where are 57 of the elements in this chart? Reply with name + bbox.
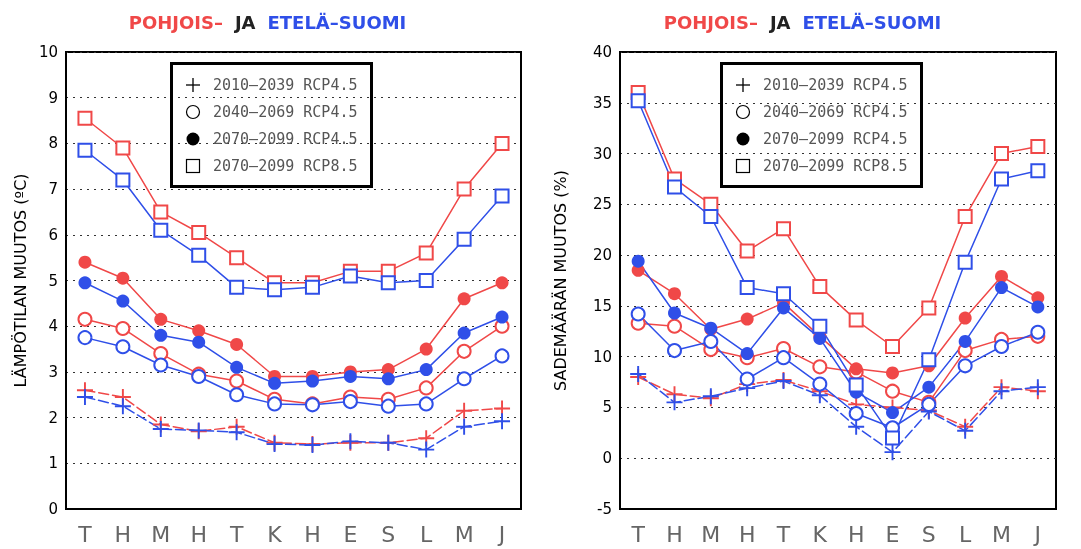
- x-tick-label: L: [959, 521, 973, 547]
- annotation: 2040–2069 RCP4.5: [213, 102, 358, 121]
- annotation: 2070–2099 RCP8.5: [763, 156, 908, 175]
- y-tick-label: 30: [592, 144, 612, 163]
- y-axis-title: SADEMÄÄRÄN MUUTOS (%): [550, 170, 570, 391]
- annotation: 2070–2099 RCP4.5: [763, 129, 908, 148]
- y-tick-label: 2: [48, 408, 58, 427]
- annotation: 2070–2099 RCP4.5: [213, 129, 358, 148]
- y-tick-label: 5: [48, 271, 58, 290]
- x-tick-label: T: [630, 521, 646, 547]
- x-tick-label: K: [267, 521, 283, 547]
- x-tick-label: E: [885, 521, 900, 547]
- y-tick-label: 20: [592, 246, 612, 265]
- chart-title: POHJOIS– JA ETELÄ–SUOMI: [128, 11, 407, 33]
- x-tick-label: H: [847, 521, 865, 547]
- annotation: 2040–2069 RCP4.5: [763, 102, 908, 121]
- y-tick-label: 15: [592, 296, 612, 315]
- x-tick-label: S: [381, 521, 396, 547]
- x-tick-label: E: [343, 521, 358, 547]
- x-tick-label: M: [992, 521, 1011, 547]
- x-tick-label: T: [775, 521, 791, 547]
- x-tick-label: J: [1032, 521, 1042, 547]
- x-tick-label: T: [228, 521, 244, 547]
- y-tick-label: 3: [48, 362, 58, 381]
- y-tick-label: 25: [592, 195, 612, 214]
- x-tick-label: S: [921, 521, 936, 547]
- x-tick-label: H: [190, 521, 207, 547]
- y-tick-label: 7: [48, 180, 58, 199]
- x-tick-label: L: [420, 521, 434, 547]
- y-tick-label: -5: [597, 500, 612, 518]
- y-tick-label: 40: [592, 43, 612, 61]
- x-tick-label: H: [738, 521, 756, 547]
- annotation: 2070–2099 RCP8.5: [213, 156, 358, 175]
- chart-title: POHJOIS– JA ETELÄ–SUOMI: [663, 11, 942, 33]
- y-tick-label: 35: [592, 93, 612, 112]
- y-tick-label: 5: [602, 398, 612, 417]
- x-tick-label: K: [812, 521, 828, 547]
- y-tick-label: 9: [48, 88, 58, 107]
- x-tick-label: H: [666, 521, 683, 547]
- y-tick-label: 1: [48, 454, 58, 473]
- x-tick-label: M: [701, 521, 721, 547]
- x-tick-label: M: [151, 521, 171, 547]
- y-tick-label: 0: [48, 500, 58, 518]
- x-tick-label: H: [304, 521, 321, 547]
- x-tick-label: M: [454, 521, 474, 547]
- x-tick-label: J: [496, 521, 506, 547]
- annotation: 2010–2039 RCP4.5: [213, 75, 358, 94]
- annotation: 2010–2039 RCP4.5: [763, 75, 908, 94]
- y-axis-title: LÄMPÖTILAN MUUTOS (ºC): [10, 173, 30, 388]
- y-tick-label: 8: [48, 134, 58, 153]
- x-tick-label: T: [77, 521, 93, 547]
- y-tick-label: 10: [38, 43, 58, 61]
- x-tick-label: H: [114, 521, 132, 547]
- y-tick-label: 10: [592, 347, 612, 366]
- y-tick-label: 6: [48, 225, 58, 244]
- y-tick-label: 4: [48, 317, 58, 336]
- y-tick-label: 0: [602, 449, 612, 468]
